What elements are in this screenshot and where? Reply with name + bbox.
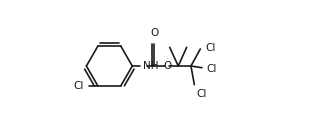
Text: Cl: Cl [197,89,207,99]
Text: Cl: Cl [73,81,84,91]
Text: Cl: Cl [207,64,217,74]
Text: O: O [150,28,159,38]
Text: Cl: Cl [205,43,215,53]
Text: NH: NH [143,61,159,71]
Text: O: O [163,61,171,71]
